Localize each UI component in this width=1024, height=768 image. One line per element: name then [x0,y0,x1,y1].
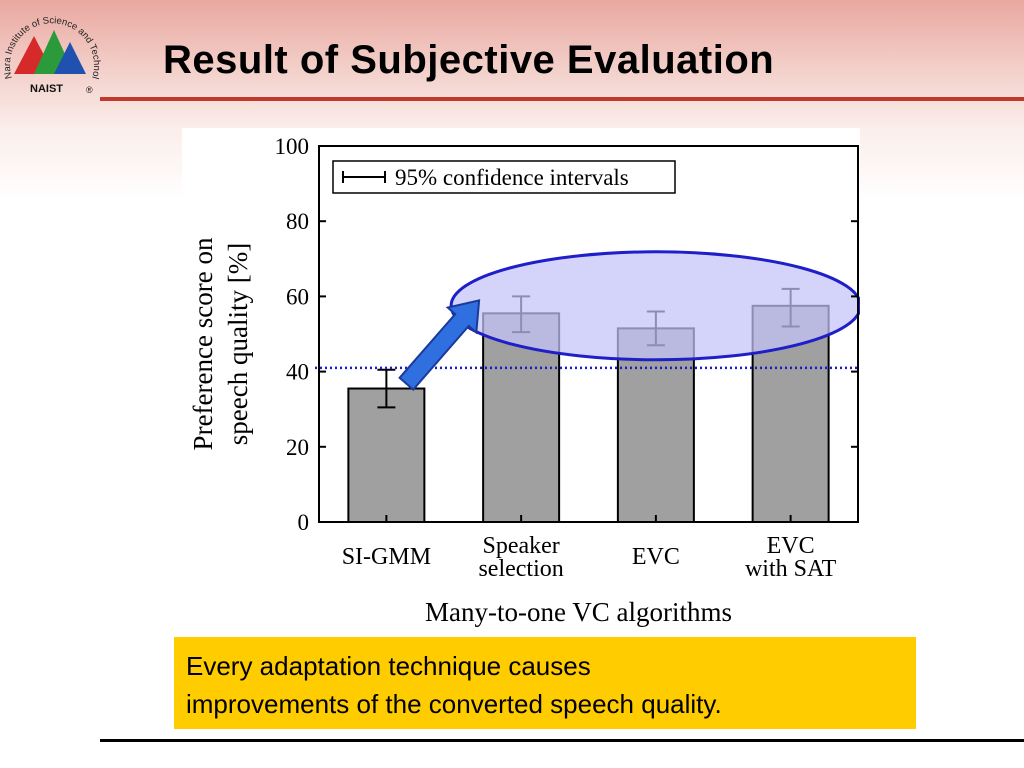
x-category-label-3: EVC [767,533,815,559]
logo-registered-mark: ® [86,85,93,95]
legend: 95% confidence intervals [332,160,676,194]
x-category-label-1: selection [478,556,563,582]
y-tick-label: 60 [286,284,309,309]
y-axis-title-line-2: speech quality [%] [223,243,253,445]
title-rule [100,97,1024,101]
y-tick-label: 80 [286,209,309,234]
bottom-rule [100,739,1024,742]
logo-mountain-blue [54,42,86,74]
y-tick-label: 20 [286,435,309,460]
legend-box [332,160,676,194]
legend-label: 95% confidence intervals [395,165,629,190]
x-category-label-1: Speaker [482,533,559,559]
x-category-label-0: SI-GMM [342,544,431,570]
y-tick-label: 40 [286,360,309,385]
y-tick-label: 100 [275,134,310,159]
highlight-layer [315,250,860,392]
conclusion-callout: Every adaptation technique causes improv… [174,637,916,729]
x-category-label-2: EVC [632,544,680,570]
x-category-label-3: with SAT [745,556,837,582]
y-axis-title-line-1: Preference score on [188,237,218,450]
trend-arrow [398,299,481,392]
y-tick-label: 0 [298,510,310,535]
callout-line-2: improvements of the converted speech qua… [186,689,722,719]
naist-logo: Nara Institute of Science and Technology… [0,0,102,95]
callout-line-1: Every adaptation technique causes [186,651,591,681]
frame-layer [318,145,859,523]
bar-0 [347,387,426,523]
logo-badge-text: NAIST [30,83,63,95]
slide-title: Result of Subjective Evaluation [163,38,775,82]
plot-frame [318,145,859,523]
highlight-ellipse [449,250,860,362]
error-bar-0 [377,368,396,409]
x-axis-title: Many-to-one VC algorithms [425,597,732,627]
